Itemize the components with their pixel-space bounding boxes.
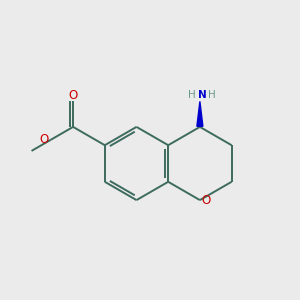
Text: H: H bbox=[188, 89, 196, 100]
Text: H: H bbox=[208, 89, 216, 100]
Text: N: N bbox=[198, 89, 206, 100]
Text: O: O bbox=[202, 194, 211, 207]
Polygon shape bbox=[197, 101, 203, 126]
Text: O: O bbox=[39, 133, 48, 146]
Text: O: O bbox=[68, 89, 78, 102]
